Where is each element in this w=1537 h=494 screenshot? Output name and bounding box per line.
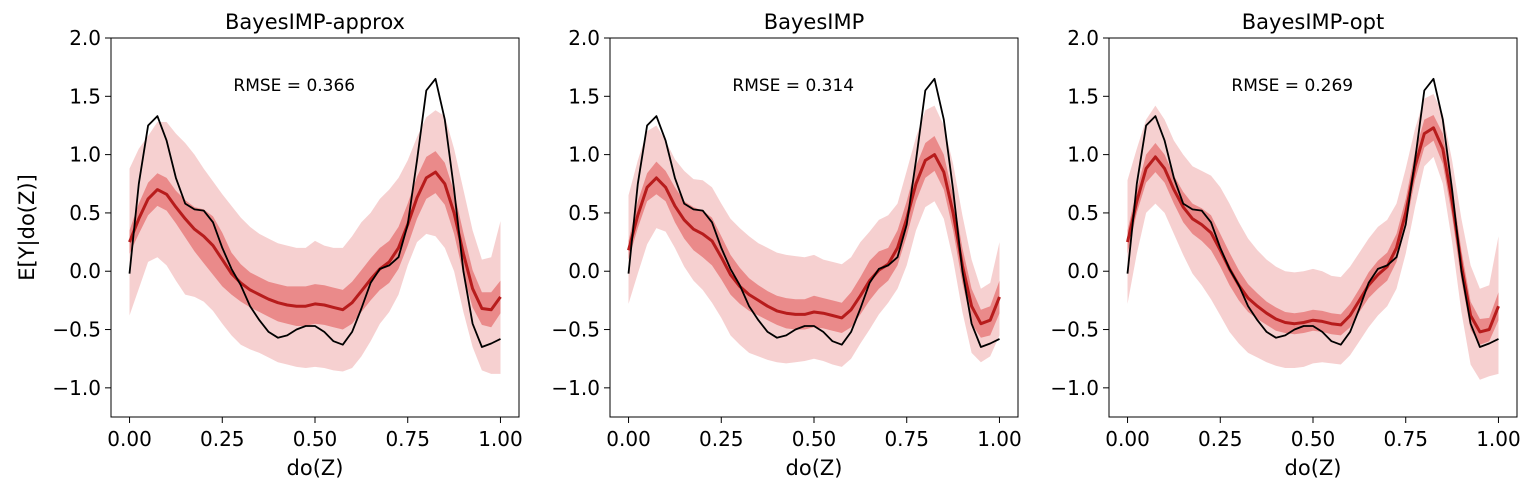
outer-band-area [1127, 94, 1499, 380]
y-tick-label: 1.0 [568, 143, 600, 167]
x-tick-label: 0.25 [699, 427, 744, 451]
x-tick-label: 1.00 [977, 427, 1022, 451]
x-axis-label: do(Z) [786, 456, 843, 480]
y-tick-label: 1.5 [69, 84, 101, 108]
y-tick-label: 0.0 [69, 259, 101, 283]
x-tick-label: 0.75 [884, 427, 929, 451]
y-tick-label: 2.0 [69, 26, 101, 50]
x-tick-label: 0.25 [1198, 427, 1243, 451]
outer-band-area [628, 105, 1000, 367]
chart-panel-2: 0.00 0.25 0.50 0.75 1.00 −1.0 −0.5 0.0 0.5 1.0 1.5… [551, 10, 1021, 480]
y-tick-label: 1.0 [1067, 143, 1099, 167]
x-tick-label: 0.50 [1291, 427, 1336, 451]
truth-line [128, 77, 501, 348]
inner-band-area [129, 151, 501, 330]
x-tick-label: 0.25 [200, 427, 245, 451]
y-tick-label: −1.0 [1050, 376, 1099, 400]
x-tick-label: 0.75 [1383, 427, 1428, 451]
y-tick-label: 0.0 [1067, 259, 1099, 283]
chart-panel-1: 0.00 0.25 0.50 0.75 1.00 −1.0 −0.5 0.0 0.5 1.0 1.5… [15, 10, 523, 480]
plot-area [627, 77, 1001, 367]
plot-area [1126, 77, 1500, 380]
y-tick-label: 0.0 [568, 259, 600, 283]
truth-line [1126, 77, 1499, 348]
x-tick-label: 0.00 [1105, 427, 1150, 451]
rmse-annotation: RMSE = 0.269 [1231, 76, 1353, 96]
y-tick-label: 1.5 [1067, 84, 1099, 108]
x-tick-label: 0.00 [606, 427, 651, 451]
mean-line [627, 153, 1001, 326]
y-tick-label: −0.5 [1050, 318, 1099, 342]
y-tick-label: 1.0 [69, 143, 101, 167]
y-tick-label: 1.5 [568, 84, 600, 108]
mean-line [128, 170, 502, 312]
rmse-annotation: RMSE = 0.366 [233, 76, 355, 96]
mean-line [1126, 126, 1500, 334]
x-tick-label: 0.00 [107, 427, 152, 451]
outer-band-area [129, 110, 501, 374]
x-axis-label: do(Z) [1285, 456, 1342, 480]
x-tick-label: 0.75 [385, 427, 430, 451]
panel-title: BayesIMP [764, 10, 865, 34]
plot-area [128, 77, 502, 374]
y-tick-label: −0.5 [551, 318, 600, 342]
y-tick-label: −1.0 [52, 376, 101, 400]
y-tick-label: 0.5 [69, 201, 101, 225]
y-tick-label: 2.0 [1067, 26, 1099, 50]
x-tick-label: 1.00 [1476, 427, 1521, 451]
truth-line [627, 77, 1000, 348]
panel-title: BayesIMP-opt [1242, 10, 1384, 34]
panel-title: BayesIMP-approx [225, 10, 405, 34]
y-tick-label: −0.5 [52, 318, 101, 342]
rmse-annotation: RMSE = 0.314 [732, 76, 854, 96]
y-axis-label: E[Y|do(Z)] [15, 174, 40, 281]
y-tick-label: 2.0 [568, 26, 600, 50]
x-axis-label: do(Z) [287, 456, 344, 480]
x-tick-label: 0.50 [792, 427, 837, 451]
x-tick-label: 1.00 [478, 427, 523, 451]
inner-band-area [1127, 115, 1499, 345]
y-tick-label: 0.5 [1067, 201, 1099, 225]
inner-band-area [628, 136, 1000, 338]
y-tick-label: −1.0 [551, 376, 600, 400]
x-tick-label: 0.50 [293, 427, 338, 451]
y-tick-label: 0.5 [568, 201, 600, 225]
chart-panel-3: 0.00 0.25 0.50 0.75 1.00 −1.0 −0.5 0.0 0.5 1.0 1.5… [1050, 10, 1520, 480]
